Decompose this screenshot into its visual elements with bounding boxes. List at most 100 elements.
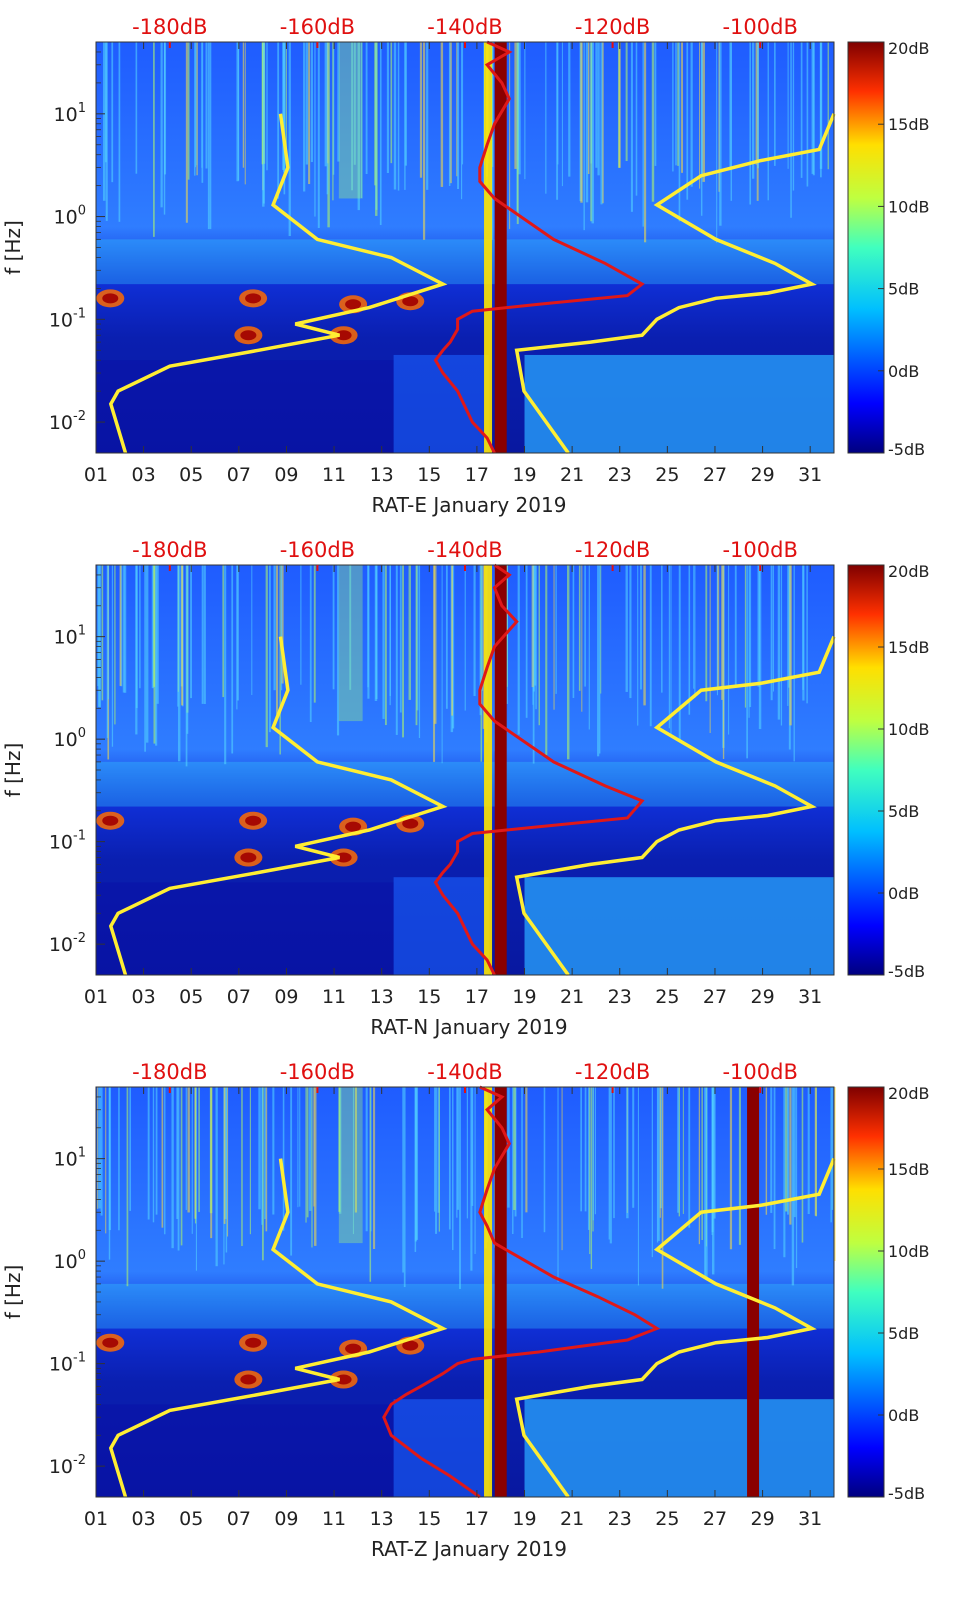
top-axis-label: -180dB	[132, 538, 207, 562]
noise-streak	[187, 1087, 190, 1213]
noise-streak	[661, 565, 663, 693]
noise-streak	[595, 42, 598, 168]
noise-streak	[273, 565, 276, 691]
noise-streak	[601, 42, 604, 204]
noise-streak	[215, 1087, 218, 1267]
noise-streak	[473, 565, 476, 697]
noise-streak	[437, 1087, 440, 1213]
noise-streak	[748, 565, 750, 718]
noise-streak	[651, 1087, 653, 1258]
data-gap-column	[747, 1087, 760, 1497]
noise-streak	[787, 42, 789, 169]
bright-column	[338, 42, 363, 199]
noise-streak	[656, 1087, 659, 1243]
noise-streak	[433, 565, 436, 762]
noise-streak	[524, 42, 526, 180]
microseism-band	[96, 1283, 834, 1329]
noise-streak	[327, 42, 330, 228]
noise-streak	[209, 1087, 213, 1214]
storm-hotspot-core	[335, 330, 352, 341]
noise-streak	[553, 565, 555, 710]
noise-streak	[518, 42, 520, 170]
noise-streak	[789, 1087, 792, 1225]
noise-streak	[600, 565, 602, 694]
noise-streak	[783, 1087, 786, 1258]
noise-streak	[107, 565, 110, 700]
noise-streak	[244, 42, 246, 185]
noise-streak	[397, 42, 400, 191]
noise-streak	[793, 565, 795, 762]
noise-streak	[578, 565, 581, 691]
y-tick-label: 10-1	[49, 1351, 86, 1376]
noise-streak	[791, 1087, 795, 1286]
x-axis-label: RAT-E January 2019	[372, 493, 567, 517]
x-tick-label: 01	[84, 1508, 108, 1530]
noise-streak	[448, 1087, 451, 1230]
noise-streak	[668, 565, 670, 729]
noise-streak	[135, 565, 138, 735]
x-tick-label: 21	[560, 1508, 584, 1530]
x-tick-label: 03	[132, 464, 156, 486]
x-tick-label: 19	[512, 1508, 536, 1530]
noise-streak	[451, 565, 453, 716]
noise-streak	[514, 42, 517, 169]
x-tick-label: 29	[750, 464, 774, 486]
noise-streak	[97, 565, 99, 687]
noise-streak	[752, 42, 755, 179]
noise-streak	[711, 1087, 714, 1233]
data-gap-column	[494, 42, 507, 453]
x-tick-label: 25	[655, 1508, 679, 1530]
noise-streak	[773, 1087, 776, 1250]
storm-hotspot-core	[402, 1340, 419, 1351]
storm-hotspot-core	[245, 1337, 262, 1348]
noise-streak	[675, 42, 677, 166]
noise-streak	[404, 42, 407, 166]
x-tick-label: 07	[227, 986, 251, 1008]
noise-streak	[774, 42, 776, 166]
noise-streak	[670, 565, 672, 737]
noise-streak	[104, 42, 107, 163]
noise-streak	[155, 1087, 158, 1215]
noise-streak	[231, 565, 234, 754]
yellow-model-curve-2	[514, 113, 836, 455]
noise-streak	[266, 42, 268, 171]
noise-streak	[800, 42, 803, 178]
storm-hotspot-core	[102, 1337, 119, 1348]
noise-streak	[589, 1087, 591, 1255]
x-tick-label: 15	[417, 464, 441, 486]
noise-streak	[402, 565, 405, 738]
noise-streak	[466, 1087, 468, 1219]
noise-streak	[445, 565, 448, 709]
noise-streak	[108, 1087, 112, 1231]
noise-streak	[581, 565, 583, 712]
noise-streak	[399, 565, 402, 713]
yellow-model-curve-2	[514, 1157, 836, 1499]
noise-streak	[746, 565, 748, 759]
colorbar-tick-label: 0dB	[888, 884, 919, 903]
top-axis-label: -120dB	[575, 538, 650, 562]
noise-streak	[440, 42, 444, 187]
noise-streak	[705, 1087, 708, 1281]
noise-streak	[283, 42, 286, 173]
noise-streak	[422, 42, 426, 240]
noise-streak	[802, 565, 805, 701]
data-gap-column	[494, 565, 507, 975]
noise-streak	[164, 1087, 166, 1235]
noise-streak	[812, 42, 815, 176]
noise-streak	[177, 1087, 180, 1251]
noise-streak	[242, 42, 245, 168]
noise-streak	[251, 565, 253, 696]
noise-streak	[513, 1087, 516, 1210]
noise-streak	[236, 565, 239, 701]
low-frequency-band	[524, 1399, 834, 1497]
bright-column	[338, 1087, 363, 1244]
noise-streak	[415, 565, 418, 726]
noise-streak	[207, 42, 210, 230]
noise-streak	[105, 1087, 107, 1234]
top-axis-label: -180dB	[132, 1060, 207, 1084]
top-axis-label: -160dB	[280, 538, 355, 562]
noise-streak	[718, 42, 720, 192]
noise-streak	[290, 1087, 293, 1256]
noise-streak	[587, 1087, 590, 1230]
noise-streak	[801, 1087, 804, 1243]
